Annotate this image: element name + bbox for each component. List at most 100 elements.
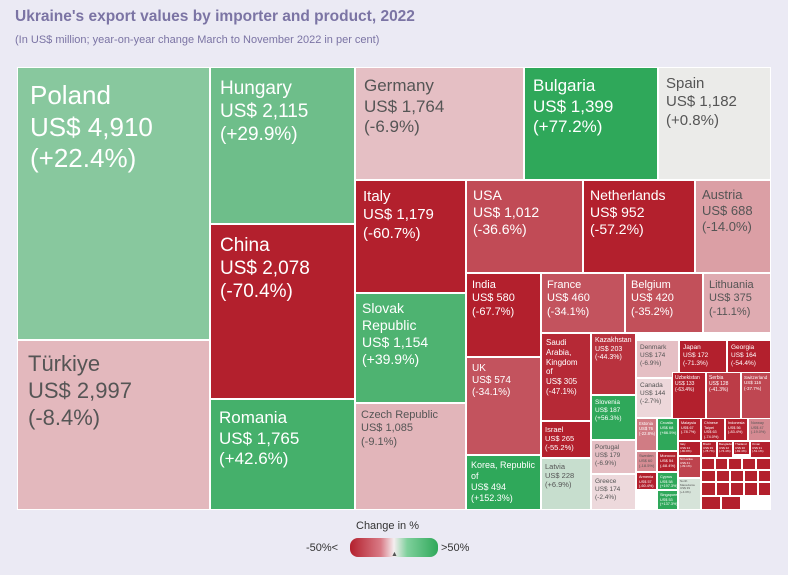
tile-country: Estonia xyxy=(639,421,653,426)
tile-change-label: (+42.6%) xyxy=(219,449,289,469)
tile-label: Uzbekistan US$ 133 (-63.4%) xyxy=(673,373,705,395)
tile-value-label: US$ 54 xyxy=(660,457,674,463)
tile-label: USA US$ 1,012 (-36.6%) xyxy=(467,181,582,244)
tile-label: Saudi Arabia, Kingdom of US$ 305 (-47.1%) xyxy=(542,334,590,401)
tile-label: Greece US$ 174 (-2.4%) xyxy=(592,475,635,505)
treemap: Poland US$ 4,910 (+22.4%) Türkiye US$ 2,997(… xyxy=(17,67,771,510)
tile-value-label: US$ 32 xyxy=(719,445,730,450)
tile-value-label: US$ 47 xyxy=(751,425,764,430)
tile-label: Canada US$ 144 (-2.7%) xyxy=(637,379,671,409)
tile-country: Malaysia xyxy=(681,421,696,425)
tile-value-label: US$ 2,115 xyxy=(220,101,309,123)
tile-label: Estonia US$ 76 (-22.8%) xyxy=(637,419,656,438)
tile-value-label: US$ 116 xyxy=(744,380,762,386)
tile-value-label: US$ 31 xyxy=(752,445,763,450)
tile-change-label: (-18.5%) xyxy=(639,462,655,468)
tile-label: Lithuania US$ 375 (-11.1%) xyxy=(704,274,770,324)
tile-usa-11: USA US$ 1,012 (-36.6%) xyxy=(466,180,583,273)
tile-value-label: US$ 305 xyxy=(546,377,578,386)
tile-minor-58 xyxy=(716,470,730,482)
tile-change-label: (+4.0%) xyxy=(680,489,691,494)
tile-north-macedonia-51: North Macedonia US$ 39 (+4.0%) xyxy=(678,478,701,510)
tile-minor-67 xyxy=(701,496,721,510)
tile-change-label: (+137.3%) xyxy=(660,502,678,507)
tile-change-label: (-47.1%) xyxy=(546,386,577,396)
tile-switzerland-29: Switzerland US$ 116 (-37.7%) xyxy=(741,372,771,420)
tile-country: Saudi Arabia, Kingdom of xyxy=(546,338,578,377)
tile-label: Oman US$ 31 (-51.1%) xyxy=(751,442,770,455)
tile-minor-60 xyxy=(744,470,758,482)
tile-label: Kazakhstan US$ 203 (-44.3%) xyxy=(592,334,635,366)
tile-change-label: (-54.4%) xyxy=(731,359,756,367)
tile-change-label: (-74.0%) xyxy=(704,434,719,439)
tile-norway-37: Norway US$ 47 (-19.0%) xyxy=(748,418,771,441)
tile-italy-8: Italy US$ 1,179 (-60.7%) xyxy=(355,180,466,293)
tile-change-label: (-67.7%) xyxy=(472,305,515,318)
tile-value-label: US$ 144 xyxy=(640,389,666,397)
tile-change-label: (-60.7%) xyxy=(363,224,421,242)
tile-country: Chinese Taipei xyxy=(704,421,718,430)
tile-country: Greece xyxy=(595,478,617,485)
tile-label: Croatia US$ 68 (+86.5%) xyxy=(658,419,677,438)
tile-lithuania-17: Lithuania US$ 375 (-11.1%) xyxy=(703,273,771,333)
tile-minor-57 xyxy=(701,470,716,482)
tile-china-3: China US$ 2,078 (-70.4%) xyxy=(210,224,355,399)
tile-country: Belgium xyxy=(631,279,671,291)
tile-country: Bangladesh xyxy=(719,442,732,446)
tile-change-label: (-14.0%) xyxy=(702,218,752,234)
tile-country: Latvia xyxy=(545,462,566,471)
tile-label: Romania US$ 1,765 (+42.6%) xyxy=(211,400,354,478)
tile-value-label: US$ 76 xyxy=(639,426,653,432)
tile-country: Poland xyxy=(30,80,111,110)
tile-country: France xyxy=(547,279,582,291)
legend-indicator-icon: ▲ xyxy=(391,551,398,558)
tile-country: Slovenia xyxy=(595,399,620,406)
tile-change-label: (-22.8%) xyxy=(639,431,656,437)
tile-italy-49: Italy US$ 34 (-80.8%) xyxy=(678,441,701,456)
tile-country: Slovak Republic xyxy=(362,300,417,334)
tile-denmark-22: Denmark US$ 174 (-6.9%) xyxy=(636,340,679,378)
tile-change-label: (+56.3%) xyxy=(595,414,622,422)
tile-label: Brazil US$ 39 (-78.7%) xyxy=(702,442,716,455)
tile-change-label: (-71.3%) xyxy=(683,359,708,367)
tile-change-label: (-11.1%) xyxy=(709,305,751,318)
tile-change-label: (-2.7%) xyxy=(640,397,662,405)
tile-change-label: (-74.4%) xyxy=(719,449,731,454)
tile-label: Portugal US$ 179 (-6.9%) xyxy=(592,441,635,471)
tile-malaysia-34: Malaysia US$ 67 (-78.7%) xyxy=(678,418,701,441)
tile-country: Uzbekistan xyxy=(675,375,700,381)
tile-country: Norway xyxy=(751,421,764,425)
tile-label: Sweden US$ 60 (-18.5%) xyxy=(637,452,656,471)
tile-greece-39: Greece US$ 174 (-2.4%) xyxy=(591,474,636,510)
tile-label: Georgia US$ 164 (-54.4%) xyxy=(728,341,770,371)
tile-value-label: US$ 1,085 xyxy=(361,422,413,435)
tile-country: Armenia xyxy=(639,475,654,479)
tile-value-label: US$ 2,078 xyxy=(220,258,310,280)
tile-serbia-28: Serbia US$ 128 (-41.3%) xyxy=(706,372,741,420)
tile-label: Israel US$ 265 (-55.2%) xyxy=(542,422,590,455)
tile-label: France US$ 460 (-34.1%) xyxy=(542,274,624,324)
tile-value-label: US$ 265 xyxy=(545,434,575,444)
tile-label: Hungary US$ 2,115 (+29.9%) xyxy=(211,68,354,156)
tile-value-label: US$ 164 xyxy=(731,351,757,359)
tile-label: Armenia US$ 57 (-60.4%) xyxy=(637,473,656,489)
tile-country: Kazakhstan xyxy=(595,337,632,344)
tile-germany-5: Germany US$ 1,764 (-6.9%) xyxy=(355,67,524,180)
tile-change-label: (+29.9%) xyxy=(220,124,298,146)
tile-value-label: US$ 39 xyxy=(680,486,691,491)
tile-country: Türkiye xyxy=(28,351,101,376)
tile-country: Bulgaria xyxy=(533,76,596,95)
tile-latvia-38: Latvia US$ 228 (+6.9%) xyxy=(541,458,591,510)
tile-value-label: US$ 574 xyxy=(472,375,511,387)
tile-value-label: US$ 67 xyxy=(681,425,694,430)
tile-label: North Macedonia US$ 39 (+4.0%) xyxy=(679,479,700,496)
tile-label: Sri Lanka US$ 41 (-39.1%) xyxy=(679,457,700,470)
tile-spain-7: Spain US$ 1,182 (+0.8%) xyxy=(658,67,771,180)
tile-minor-66 xyxy=(758,482,771,496)
tile-uk-18: UK US$ 574 (-34.1%) xyxy=(466,357,541,455)
tile-netherlands-12: Netherlands US$ 952 (-57.2%) xyxy=(583,180,695,273)
tile-change-label: (-68.4%) xyxy=(660,462,676,468)
tile-country: Czech Republic xyxy=(361,409,439,421)
tile-country: Oman xyxy=(752,442,761,446)
tile-value-label: US$ 1,764 xyxy=(364,96,445,116)
